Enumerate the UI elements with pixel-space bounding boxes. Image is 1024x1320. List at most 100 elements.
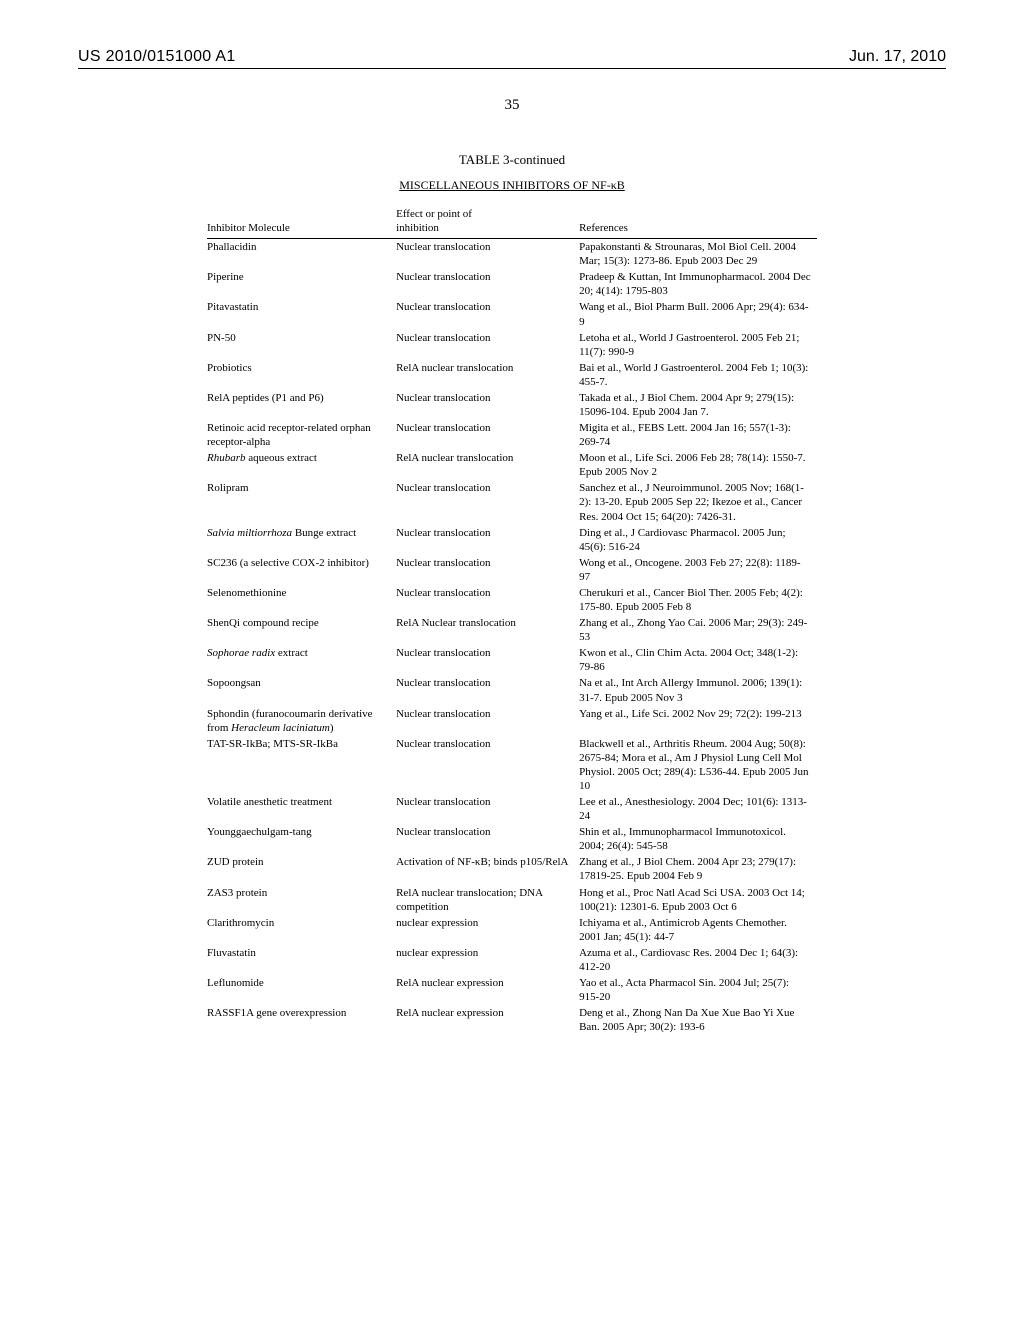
cell-inhibitor: TAT-SR-IkBa; MTS-SR-IkBa	[207, 736, 396, 794]
cell-inhibitor: Salvia miltiorrhoza Bunge extract	[207, 525, 396, 555]
cell-reference: Yang et al., Life Sci. 2002 Nov 29; 72(2…	[579, 706, 817, 736]
cell-inhibitor: Piperine	[207, 269, 396, 299]
cell-effect: Nuclear translocation	[396, 420, 579, 450]
cell-inhibitor: Pitavastatin	[207, 299, 396, 329]
cell-reference: Azuma et al., Cardiovasc Res. 2004 Dec 1…	[579, 945, 817, 975]
cell-inhibitor: Sphondin (furanocoumarin derivative from…	[207, 706, 396, 736]
cell-effect: Nuclear translocation	[396, 736, 579, 794]
cell-effect: Activation of NF-κB; binds p105/RelA	[396, 854, 579, 884]
cell-reference: Na et al., Int Arch Allergy Immunol. 200…	[579, 675, 817, 705]
table-row: Retinoic acid receptor-related orphan re…	[207, 420, 817, 450]
table-row: Clarithromycinnuclear expressionIchiyama…	[207, 915, 817, 945]
cell-reference: Blackwell et al., Arthritis Rheum. 2004 …	[579, 736, 817, 794]
cell-effect: Nuclear translocation	[396, 390, 579, 420]
cell-effect: Nuclear translocation	[396, 239, 579, 270]
table-subtitle: MISCELLANEOUS INHIBITORS OF NF-κB	[207, 178, 817, 193]
cell-inhibitor: Clarithromycin	[207, 915, 396, 945]
page-header: US 2010/0151000 A1 Jun. 17, 2010	[78, 48, 946, 66]
cell-inhibitor: PN-50	[207, 330, 396, 360]
table-row: LeflunomideRelA nuclear expressionYao et…	[207, 975, 817, 1005]
cell-effect: nuclear expression	[396, 945, 579, 975]
page-number: 35	[78, 97, 946, 114]
col-header-references: References	[579, 207, 817, 239]
cell-reference: Zhang et al., Zhong Yao Cai. 2006 Mar; 2…	[579, 615, 817, 645]
cell-reference: Papakonstanti & Strounaras, Mol Biol Cel…	[579, 239, 817, 270]
table-caption: TABLE 3-continued	[207, 152, 817, 168]
table-row: Fluvastatinnuclear expressionAzuma et al…	[207, 945, 817, 975]
cell-inhibitor: Selenomethionine	[207, 585, 396, 615]
table-row: RelA peptides (P1 and P6)Nuclear translo…	[207, 390, 817, 420]
cell-effect: Nuclear translocation	[396, 269, 579, 299]
cell-effect: RelA nuclear translocation	[396, 360, 579, 390]
cell-inhibitor: RASSF1A gene overexpression	[207, 1005, 396, 1035]
cell-inhibitor: RelA peptides (P1 and P6)	[207, 390, 396, 420]
cell-reference: Cherukuri et al., Cancer Biol Ther. 2005…	[579, 585, 817, 615]
cell-reference: Shin et al., Immunopharmacol Immunotoxic…	[579, 824, 817, 854]
cell-effect: RelA nuclear translocation	[396, 450, 579, 480]
table-row: TAT-SR-IkBa; MTS-SR-IkBaNuclear transloc…	[207, 736, 817, 794]
table-container: TABLE 3-continued MISCELLANEOUS INHIBITO…	[207, 152, 817, 1035]
cell-reference: Wang et al., Biol Pharm Bull. 2006 Apr; …	[579, 299, 817, 329]
cell-inhibitor: Leflunomide	[207, 975, 396, 1005]
cell-reference: Ichiyama et al., Antimicrob Agents Chemo…	[579, 915, 817, 945]
cell-effect: Nuclear translocation	[396, 824, 579, 854]
cell-reference: Deng et al., Zhong Nan Da Xue Xue Bao Yi…	[579, 1005, 817, 1035]
cell-reference: Kwon et al., Clin Chim Acta. 2004 Oct; 3…	[579, 645, 817, 675]
cell-effect: Nuclear translocation	[396, 585, 579, 615]
table-row: PN-50Nuclear translocationLetoha et al.,…	[207, 330, 817, 360]
table-row: Volatile anesthetic treatmentNuclear tra…	[207, 794, 817, 824]
table-body: PhallacidinNuclear translocationPapakons…	[207, 239, 817, 1036]
cell-effect: Nuclear translocation	[396, 706, 579, 736]
cell-effect: RelA nuclear expression	[396, 1005, 579, 1035]
table-row: Sophorae radix extractNuclear translocat…	[207, 645, 817, 675]
table-row: RASSF1A gene overexpressionRelA nuclear …	[207, 1005, 817, 1035]
cell-inhibitor: ZAS3 protein	[207, 885, 396, 915]
table-row: ProbioticsRelA nuclear translocationBai …	[207, 360, 817, 390]
cell-effect: Nuclear translocation	[396, 330, 579, 360]
cell-reference: Sanchez et al., J Neuroimmunol. 2005 Nov…	[579, 480, 817, 524]
table-row: Rhubarb aqueous extractRelA nuclear tran…	[207, 450, 817, 480]
col-header-inhibitor: Inhibitor Molecule	[207, 207, 396, 239]
cell-effect: RelA nuclear translocation; DNA competit…	[396, 885, 579, 915]
table-row: ZUD proteinActivation of NF-κB; binds p1…	[207, 854, 817, 884]
cell-reference: Wong et al., Oncogene. 2003 Feb 27; 22(8…	[579, 555, 817, 585]
cell-inhibitor: Volatile anesthetic treatment	[207, 794, 396, 824]
table-row: RolipramNuclear translocationSanchez et …	[207, 480, 817, 524]
cell-reference: Pradeep & Kuttan, Int Immunopharmacol. 2…	[579, 269, 817, 299]
cell-inhibitor: Younggaechulgam-tang	[207, 824, 396, 854]
table-row: ShenQi compound recipeRelA Nuclear trans…	[207, 615, 817, 645]
inhibitors-table: Inhibitor Molecule Effect or point ofinh…	[207, 207, 817, 1035]
cell-inhibitor: Rhubarb aqueous extract	[207, 450, 396, 480]
cell-reference: Hong et al., Proc Natl Acad Sci USA. 200…	[579, 885, 817, 915]
cell-reference: Yao et al., Acta Pharmacol Sin. 2004 Jul…	[579, 975, 817, 1005]
cell-inhibitor: Rolipram	[207, 480, 396, 524]
table-row: Younggaechulgam-tangNuclear translocatio…	[207, 824, 817, 854]
cell-inhibitor: ShenQi compound recipe	[207, 615, 396, 645]
cell-reference: Letoha et al., World J Gastroenterol. 20…	[579, 330, 817, 360]
cell-inhibitor: ZUD protein	[207, 854, 396, 884]
table-row: Sphondin (furanocoumarin derivative from…	[207, 706, 817, 736]
cell-reference: Moon et al., Life Sci. 2006 Feb 28; 78(1…	[579, 450, 817, 480]
cell-effect: RelA nuclear expression	[396, 975, 579, 1005]
cell-effect: nuclear expression	[396, 915, 579, 945]
cell-inhibitor: Probiotics	[207, 360, 396, 390]
cell-inhibitor: Fluvastatin	[207, 945, 396, 975]
table-row: SopoongsanNuclear translocationNa et al.…	[207, 675, 817, 705]
cell-effect: Nuclear translocation	[396, 555, 579, 585]
table-row: SelenomethionineNuclear translocationChe…	[207, 585, 817, 615]
cell-effect: Nuclear translocation	[396, 675, 579, 705]
cell-reference: Bai et al., World J Gastroenterol. 2004 …	[579, 360, 817, 390]
cell-reference: Takada et al., J Biol Chem. 2004 Apr 9; …	[579, 390, 817, 420]
cell-effect: RelA Nuclear translocation	[396, 615, 579, 645]
table-row: ZAS3 proteinRelA nuclear translocation; …	[207, 885, 817, 915]
cell-effect: Nuclear translocation	[396, 525, 579, 555]
table-row: Salvia miltiorrhoza Bunge extractNuclear…	[207, 525, 817, 555]
cell-reference: Migita et al., FEBS Lett. 2004 Jan 16; 5…	[579, 420, 817, 450]
cell-inhibitor: Retinoic acid receptor-related orphan re…	[207, 420, 396, 450]
cell-inhibitor: Sophorae radix extract	[207, 645, 396, 675]
cell-reference: Lee et al., Anesthesiology. 2004 Dec; 10…	[579, 794, 817, 824]
cell-inhibitor: Sopoongsan	[207, 675, 396, 705]
table-row: PhallacidinNuclear translocationPapakons…	[207, 239, 817, 270]
patent-number: US 2010/0151000 A1	[78, 48, 236, 66]
publication-date: Jun. 17, 2010	[849, 48, 946, 66]
